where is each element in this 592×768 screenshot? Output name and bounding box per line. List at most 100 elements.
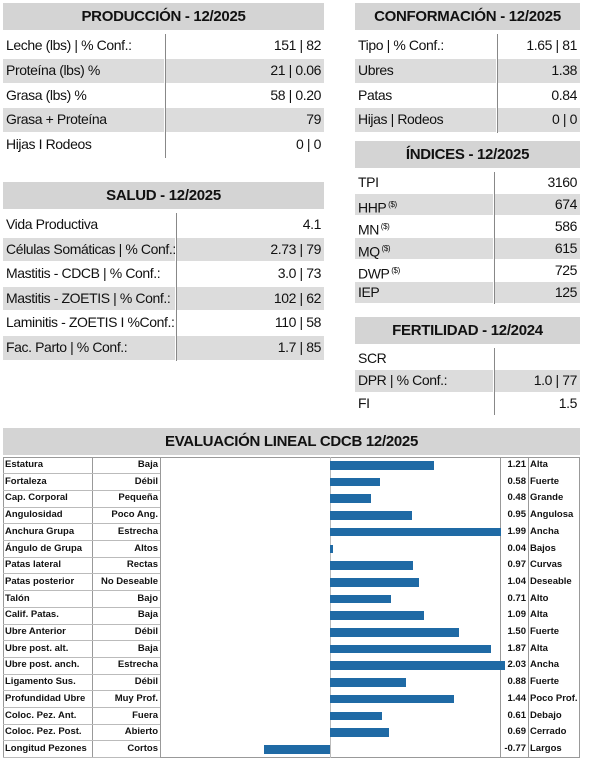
trait-name: Ángulo de Grupa [5, 542, 83, 554]
low-label: Baja [137, 642, 158, 654]
row-separator [3, 489, 160, 491]
row-separator [3, 556, 160, 558]
row-value: 1.5 [558, 394, 578, 411]
low-label: Cortos [127, 742, 158, 754]
row-value: 1.65 | 81 [526, 37, 577, 53]
section-header: PRODUCCIÓN - 12/2025 [3, 3, 324, 30]
high-label: Grande [530, 492, 564, 504]
row-label: MN ($) [358, 221, 390, 238]
row-label: Proteína (lbs) % [3, 58, 164, 83]
trait-name: Ubre post. anch. [5, 659, 80, 671]
trait-name: Fortaleza [5, 475, 47, 487]
row-separator [3, 606, 160, 608]
row-separator [3, 690, 160, 692]
high-label: Bajos [530, 542, 556, 554]
value-label: 0.95 [507, 509, 527, 521]
bar [330, 494, 372, 504]
row-label: Laminitis - ZOETIS I %Conf.: [6, 314, 175, 331]
bar [330, 561, 414, 570]
trait-name: Talón [5, 592, 30, 604]
column-divider [497, 34, 498, 134]
row-separator [3, 506, 160, 508]
high-label: Debajo [530, 709, 562, 721]
section-header: FERTILIDAD - 12/2024 [355, 317, 580, 344]
low-label: Bajo [137, 592, 158, 604]
row-value: 79 [166, 108, 324, 133]
row-label: Grasa (lbs) % [6, 86, 87, 103]
trait-name: Ligamento Sus. [5, 676, 76, 688]
bar [330, 728, 390, 737]
value-label: 0.71 [507, 592, 527, 604]
value-label: 0.69 [507, 726, 527, 738]
low-label: Débil [134, 626, 158, 637]
row-label: Tipo | % Conf.: [358, 37, 444, 53]
bar [330, 594, 392, 604]
row-separator [3, 573, 160, 575]
row-separator [3, 740, 160, 742]
low-label: No Deseable [100, 575, 158, 587]
bar [263, 744, 330, 754]
section-header: ÍNDICES - 12/2025 [355, 141, 580, 168]
section-header: CONFORMACIÓN - 12/2025 [355, 3, 580, 30]
row-label: Hijas I Rodeos [6, 136, 92, 153]
row-separator [3, 707, 160, 708]
superscript: ($) [379, 244, 391, 253]
low-label: Estrecha [117, 659, 158, 671]
high-label: Cerrado [530, 726, 567, 738]
column-divider [500, 457, 501, 758]
low-label: Baja [137, 609, 158, 621]
row-value: 725 [554, 262, 578, 278]
row-value: 102 | 62 [177, 286, 324, 311]
value-label: 1.87 [507, 642, 527, 654]
row-value: 3.0 | 73 [277, 265, 322, 282]
trait-name: Cap. Corporal [5, 492, 68, 504]
value-label: 1.99 [507, 525, 527, 537]
low-label: Pequeña [118, 492, 158, 504]
row-separator [3, 640, 160, 642]
bar [330, 461, 435, 470]
trait-name: Estatura [5, 459, 44, 470]
row-label: IEP [355, 282, 493, 303]
value-label: 0.48 [507, 492, 527, 504]
row-label: MQ ($) [355, 238, 493, 260]
row-value: 615 [495, 238, 580, 259]
value-label: -0.77 [504, 742, 526, 754]
value-label: 0.61 [507, 709, 527, 721]
bar [330, 628, 459, 637]
row-label: Células Somáticas | % Conf.: [3, 237, 176, 262]
bar [330, 544, 334, 554]
trait-name: Calif. Patas. [5, 609, 59, 621]
row-value: 0 | 0 [498, 108, 580, 133]
low-label: Altos [134, 542, 158, 554]
row-label: DPR | % Conf.: [355, 370, 493, 392]
column-divider [165, 34, 166, 158]
row-value: 151 | 82 [273, 37, 322, 53]
row-value: 4.1 [302, 216, 322, 232]
superscript: ($) [386, 200, 397, 209]
value-label: 2.03 [507, 659, 527, 671]
value-label: 1.44 [507, 692, 527, 704]
trait-name: Patas posterior [5, 575, 75, 587]
row-separator [3, 656, 160, 658]
value-label: 1.09 [507, 609, 527, 621]
section-header: EVALUACIÓN LINEAL CDCB 12/2025 [3, 428, 580, 455]
trait-name: Longitud Pezones [5, 742, 87, 754]
high-label: Angulosa [530, 509, 574, 521]
row-value: 0.84 [551, 86, 577, 103]
row-label: Mastitis - ZOETIS | % Conf.: [3, 286, 175, 311]
bar [330, 678, 406, 687]
trait-name: Ubre post. alt. [5, 642, 69, 654]
high-label: Fuerte [530, 475, 560, 487]
row-separator [3, 473, 160, 475]
trait-name: Anchura Grupa [5, 525, 75, 537]
value-label: 0.88 [507, 676, 527, 688]
row-value: 674 [495, 194, 580, 215]
value-label: 1.21 [507, 459, 527, 470]
high-label: Curvas [530, 559, 563, 571]
row-label: TPI [358, 174, 379, 190]
bar [330, 477, 380, 487]
high-label: Ancha [530, 525, 560, 537]
row-value: 1.38 [498, 58, 580, 83]
row-value: 3160 [547, 174, 577, 190]
low-label: Baja [137, 459, 158, 470]
